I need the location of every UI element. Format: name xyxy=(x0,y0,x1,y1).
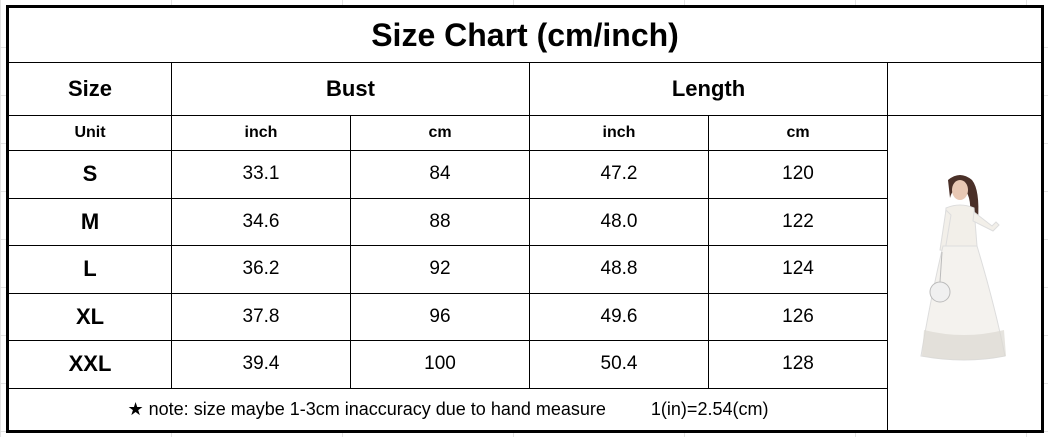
bust-cm-cell: 84 xyxy=(350,150,530,199)
bust-inch-cell: 37.8 xyxy=(171,292,351,341)
header-length: Length xyxy=(529,62,888,116)
length-inch-cell: 50.4 xyxy=(529,340,709,389)
unit-label: Unit xyxy=(7,115,172,151)
size-row-l: L 36.2 92 48.8 124 xyxy=(7,245,1043,294)
size-cell: XXL xyxy=(7,340,172,389)
bust-inch-cell: 39.4 xyxy=(171,340,351,389)
size-cell: XL xyxy=(7,292,172,341)
bust-cm-cell: 100 xyxy=(350,340,530,389)
header-bust: Bust xyxy=(171,62,530,116)
length-cm-cell: 124 xyxy=(708,245,888,294)
length-cm-cell: 126 xyxy=(708,292,888,341)
bust-inch-cell: 34.6 xyxy=(171,197,351,246)
unit-bust-inch: inch xyxy=(171,115,351,151)
unit-length-inch: inch xyxy=(529,115,709,151)
bust-inch-cell: 36.2 xyxy=(171,245,351,294)
length-inch-cell: 48.0 xyxy=(529,197,709,246)
size-row-xxl: XXL 39.4 100 50.4 128 xyxy=(7,340,1043,389)
size-cell: S xyxy=(7,150,172,199)
length-cm-cell: 128 xyxy=(708,340,888,389)
header-size: Size xyxy=(7,62,172,116)
length-cm-cell: 122 xyxy=(708,197,888,246)
unit-bust-cm: cm xyxy=(350,115,530,151)
bust-cm-cell: 88 xyxy=(350,197,530,246)
chart-title: Size Chart (cm/inch) xyxy=(6,6,1044,63)
unit-length-cm: cm xyxy=(708,115,888,151)
length-cm-cell: 120 xyxy=(708,150,888,199)
note-text: ★ note: size maybe 1-3cm inaccuracy due … xyxy=(127,398,606,419)
product-image-cell xyxy=(886,115,1044,432)
size-cell: L xyxy=(7,245,172,294)
header-empty xyxy=(886,62,1044,116)
note-cell: ★ note: size maybe 1-3cm inaccuracy due … xyxy=(7,387,888,432)
bust-cm-cell: 96 xyxy=(350,292,530,341)
size-row-m: M 34.6 88 48.0 122 xyxy=(7,197,1043,246)
size-row-s: S 33.1 84 47.2 120 xyxy=(7,150,1043,199)
conversion-text: 1(in)=2.54(cm) xyxy=(650,398,769,419)
length-inch-cell: 48.8 xyxy=(529,245,709,294)
size-row-xl: XL 37.8 96 49.6 126 xyxy=(7,292,1043,341)
dress-model-image xyxy=(919,175,1006,361)
size-cell: M xyxy=(7,197,172,246)
bust-cm-cell: 92 xyxy=(350,245,530,294)
bust-inch-cell: 33.1 xyxy=(171,150,351,199)
size-chart-table: Size Chart (cm/inch) Size Bust Length Un… xyxy=(6,5,1045,433)
length-inch-cell: 47.2 xyxy=(529,150,709,199)
length-inch-cell: 49.6 xyxy=(529,292,709,341)
